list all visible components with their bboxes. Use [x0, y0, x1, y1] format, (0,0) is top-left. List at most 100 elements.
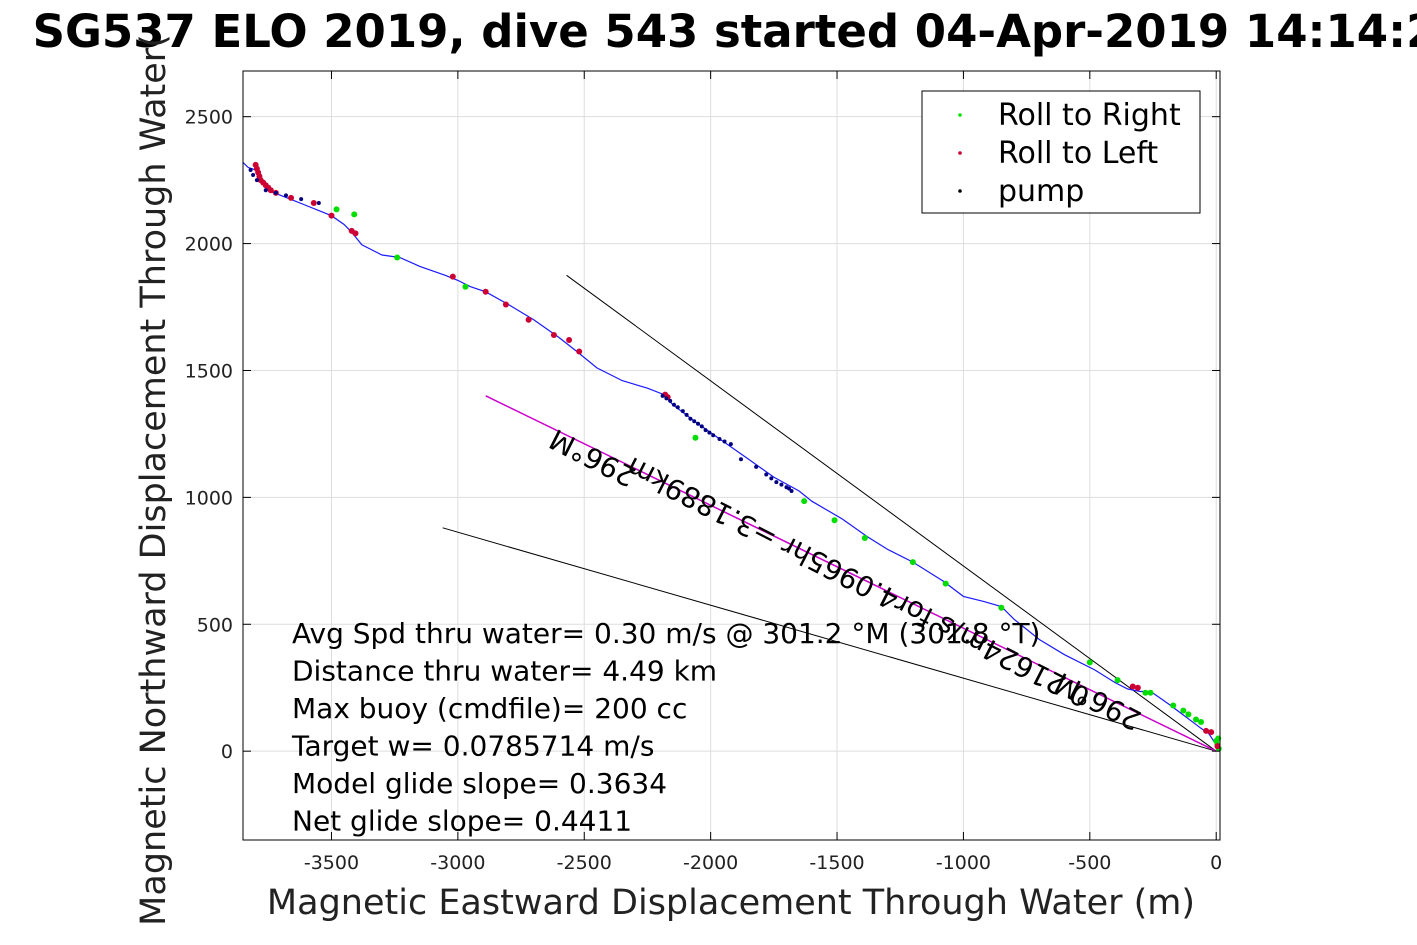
reference-line	[485, 395, 1217, 752]
x-axis-label: Magnetic Eastward Displacement Through W…	[267, 883, 1195, 923]
pump-point	[316, 200, 321, 205]
roll-left-point	[576, 348, 583, 355]
pump-point	[696, 421, 701, 426]
tick-layer: -3500 -3000 -2500 -2000 -1500 -1000 -500 0 0 500 1…	[185, 71, 1222, 874]
x-tick-label: -1000	[936, 852, 991, 874]
roll-left-point	[1214, 743, 1221, 750]
points-layer	[248, 161, 1222, 752]
roll-right-point	[1185, 711, 1192, 718]
x-tick-label: -3500	[304, 852, 359, 874]
y-tick-label: 1000	[185, 487, 233, 509]
pump-point	[769, 476, 774, 481]
pump-point	[703, 428, 708, 433]
x-tick-label: -2500	[557, 852, 612, 874]
annotation-line: Max buoy (cmdfile)= 200 cc	[292, 692, 687, 725]
reference-line	[566, 274, 1217, 752]
roll-left-point	[288, 194, 295, 201]
pump-point	[668, 398, 673, 403]
pump-point	[684, 412, 689, 417]
chart-title: SG537 ELO 2019, dive 543 started 04-Apr-…	[33, 5, 1417, 58]
legend-box	[921, 90, 1201, 214]
reference-line-layer	[442, 274, 1217, 752]
roll-right-point	[333, 206, 340, 213]
pump-point	[283, 193, 288, 198]
x-tick-label: -1500	[809, 852, 864, 874]
pump-point	[789, 489, 794, 494]
annotation-line: Model glide slope= 0.3634	[292, 767, 667, 800]
roll-right-point	[909, 559, 916, 566]
legend-marker-roll-left	[958, 151, 962, 155]
annotation-line: Net glide slope= 0.4411	[292, 805, 632, 838]
roll-right-point	[861, 534, 868, 541]
pump-point	[254, 178, 259, 183]
roll-left-point	[328, 212, 335, 219]
roll-right-point	[801, 498, 808, 505]
pump-point	[251, 173, 256, 178]
roll-right-point	[692, 434, 699, 441]
pump-point	[717, 437, 722, 442]
x-tick-label: -3000	[430, 852, 485, 874]
roll-left-point	[352, 230, 359, 237]
roll-left-point	[502, 301, 509, 308]
roll-right-point	[831, 517, 838, 524]
x-tick-label: -2000	[683, 852, 738, 874]
x-tick-label: 0	[1210, 852, 1222, 874]
legend-marker-roll-right	[958, 113, 962, 117]
annotation-line: Distance thru water= 4.49 km	[292, 655, 717, 688]
y-tick-label: 0	[221, 741, 233, 763]
roll-right-point	[462, 283, 469, 290]
roll-right-point	[1147, 689, 1154, 696]
roll-left-point	[1203, 727, 1210, 734]
pump-point	[263, 188, 268, 193]
roll-right-point	[1180, 707, 1187, 714]
roll-left-point	[310, 199, 317, 206]
pump-point	[299, 197, 304, 202]
roll-left-point	[566, 337, 573, 344]
roll-left-point	[550, 331, 557, 338]
legend-label-roll-right: Roll to Right	[998, 98, 1181, 133]
pump-point	[248, 167, 253, 172]
legend-label-roll-left: Roll to Left	[998, 136, 1158, 171]
roll-left-point	[1208, 729, 1215, 736]
roll-left-point	[267, 187, 274, 194]
roll-right-point	[1170, 702, 1177, 709]
reference-line	[442, 527, 1217, 752]
pump-point	[675, 405, 680, 410]
roll-left-point	[525, 316, 532, 323]
y-tick-label: 2000	[185, 234, 233, 256]
annotation-line: Avg Spd thru water= 0.30 m/s @ 301.2 °M …	[292, 617, 1040, 650]
roll-left-point	[1134, 684, 1141, 691]
y-tick-label: 1500	[185, 360, 233, 382]
pump-point	[764, 472, 769, 477]
pump-point	[774, 480, 779, 485]
roll-right-point	[942, 580, 949, 587]
legend-marker-pump	[958, 189, 962, 193]
roll-left-point	[482, 288, 489, 295]
pump-point	[779, 482, 784, 487]
annotation-block: Avg Spd thru water= 0.30 m/s @ 301.2 °M …	[291, 617, 1040, 838]
roll-right-point	[998, 604, 1005, 611]
roll-right-point	[1086, 659, 1093, 666]
pump-point	[722, 439, 727, 444]
plot-frame	[242, 70, 1221, 841]
roll-right-point	[351, 211, 358, 218]
annotation-line: Target w= 0.0785714 m/s	[291, 730, 654, 763]
y-tick-label: 2500	[185, 107, 233, 129]
pump-point	[787, 486, 792, 491]
roll-right-point	[1192, 716, 1199, 723]
pump-point	[699, 424, 704, 429]
pump-point	[664, 396, 669, 401]
y-tick-label: 500	[197, 614, 233, 636]
pump-point	[754, 464, 759, 469]
pump-point	[660, 393, 665, 398]
pump-point	[688, 416, 693, 421]
roll-right-point	[1114, 677, 1121, 684]
pump-point	[728, 442, 733, 447]
pump-point	[738, 457, 743, 462]
pump-point	[707, 430, 712, 435]
pump-point	[711, 433, 716, 438]
roll-right-point	[394, 254, 401, 261]
legend-label-pump: pump	[998, 174, 1084, 209]
